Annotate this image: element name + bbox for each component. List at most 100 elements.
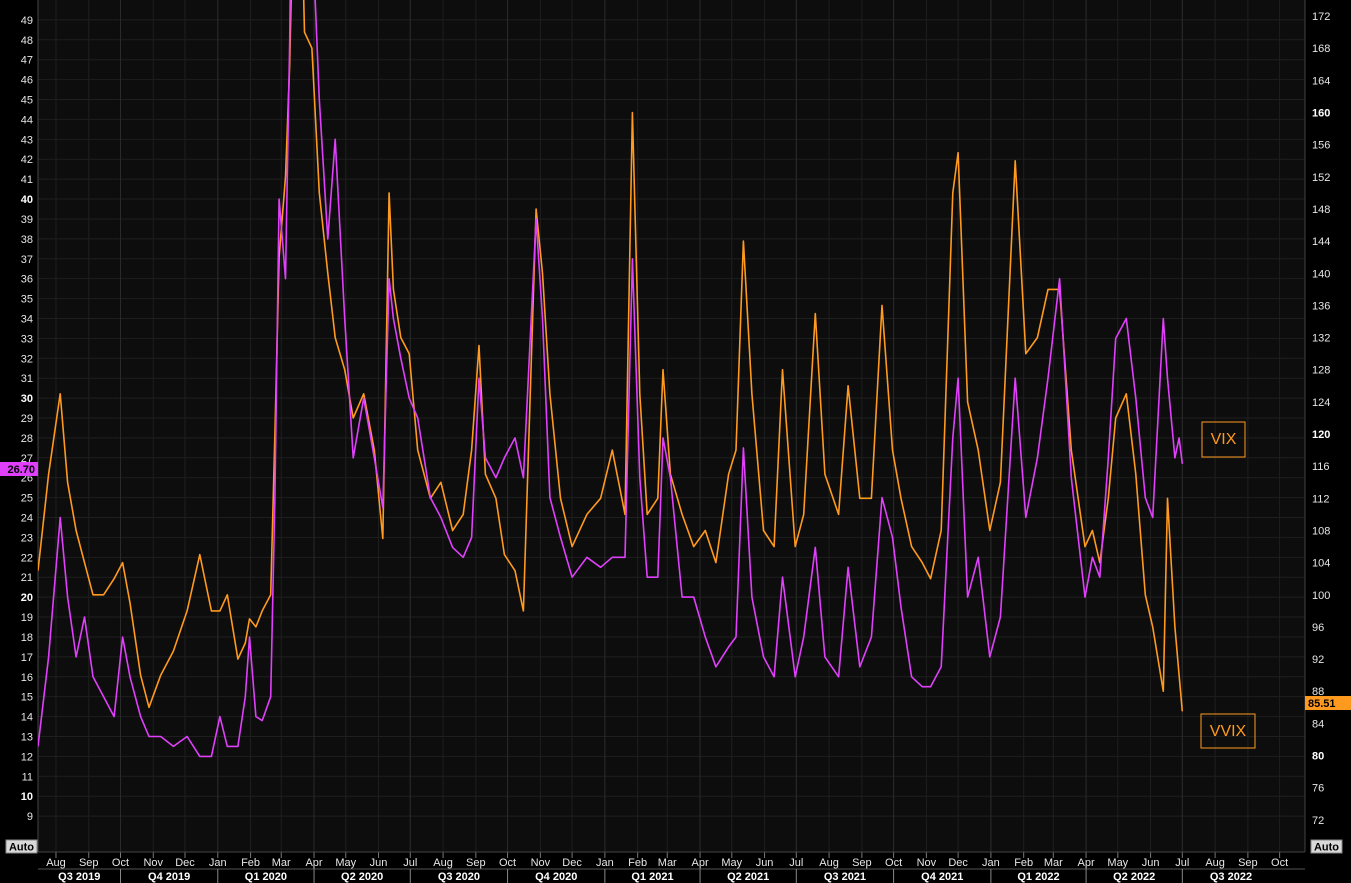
month-label: Feb: [241, 857, 260, 869]
month-label: May: [721, 857, 742, 869]
left-current-value: 26.70: [7, 464, 35, 476]
right-tick-label: 120: [1312, 429, 1330, 441]
month-label: Apr: [1078, 857, 1095, 869]
quarter-label: Q2 2021: [727, 871, 769, 883]
month-label: Jul: [1175, 857, 1189, 869]
right-current-value-badge: 85.51: [1305, 696, 1351, 710]
left-tick-label: 22: [21, 552, 33, 564]
right-current-value-bg: [1305, 696, 1351, 710]
left-current-value-bg: [0, 462, 38, 476]
left-tick-label: 43: [21, 134, 33, 146]
month-label: May: [1107, 857, 1128, 869]
left-tick-label: 49: [21, 15, 33, 27]
right-tick-label: 164: [1312, 75, 1330, 87]
left-tick-label: 29: [21, 413, 33, 425]
month-label: Nov: [143, 857, 163, 869]
right-tick-label: 96: [1312, 622, 1324, 634]
right-tick-label: 168: [1312, 43, 1330, 55]
gridlines: [38, 0, 1305, 852]
right-tick-label: 88: [1312, 686, 1324, 698]
left-tick-label: 15: [21, 692, 33, 704]
left-tick-label: 16: [21, 672, 33, 684]
quarter-label: Q1 2022: [1017, 871, 1059, 883]
left-tick-label: 19: [21, 612, 33, 624]
month-label: Feb: [628, 857, 647, 869]
left-tick-label: 33: [21, 333, 33, 345]
right-tick-label: 92: [1312, 654, 1324, 666]
left-tick-label: 40: [21, 194, 33, 206]
month-label: Dec: [175, 857, 195, 869]
left-tick-label: 30: [21, 393, 33, 405]
month-label: May: [335, 857, 356, 869]
left-auto-button-label[interactable]: Auto: [9, 842, 34, 854]
left-tick-label: 13: [21, 731, 33, 743]
right-tick-label: 100: [1312, 590, 1330, 602]
right-tick-label: 76: [1312, 783, 1324, 795]
month-label: Feb: [1014, 857, 1033, 869]
left-tick-label: 10: [21, 791, 33, 803]
left-tick-label: 20: [21, 592, 33, 604]
quarter-label: Q3 2022: [1210, 871, 1252, 883]
right-current-value: 85.51: [1308, 698, 1336, 710]
month-label: Nov: [917, 857, 937, 869]
quarter-label: Q3 2021: [824, 871, 866, 883]
month-label: Apr: [691, 857, 708, 869]
month-label: Dec: [948, 857, 968, 869]
left-tick-label: 12: [21, 751, 33, 763]
right-tick-label: 84: [1312, 718, 1324, 730]
month-label: Aug: [1205, 857, 1225, 869]
x-axis: Aug Sep Oct Nov Dec Jan Feb Mar Apr May Jun Jul Aug S…: [37, 0, 1306, 883]
month-label: Jun: [1142, 857, 1160, 869]
left-tick-label: 23: [21, 532, 33, 544]
legend-vix-box: [1201, 421, 1246, 458]
left-tick-label: 25: [21, 493, 33, 505]
month-label: Jun: [370, 857, 388, 869]
left-y-axis: 9101112131415161718192021222324252627282…: [21, 15, 33, 823]
month-label: Jan: [209, 857, 227, 869]
right-auto-button-label[interactable]: Auto: [1314, 842, 1339, 854]
left-tick-label: 21: [21, 572, 33, 584]
month-label: Oct: [112, 857, 129, 869]
right-tick-label: 104: [1312, 558, 1330, 570]
right-auto-button[interactable]: Auto: [1310, 839, 1343, 854]
left-tick-label: 14: [21, 712, 33, 724]
right-tick-label: 160: [1312, 108, 1330, 120]
left-tick-label: 34: [21, 313, 33, 325]
month-label: Mar: [272, 857, 291, 869]
left-auto-button[interactable]: Auto: [5, 839, 38, 854]
left-tick-label: 31: [21, 373, 33, 385]
quarter-label: Q4 2019: [148, 871, 190, 883]
month-label: Jul: [789, 857, 803, 869]
left-tick-label: 32: [21, 353, 33, 365]
left-tick-label: 47: [21, 55, 33, 67]
right-tick-label: 132: [1312, 333, 1330, 345]
left-tick-label: 35: [21, 294, 33, 306]
month-label: Jan: [982, 857, 1000, 869]
right-tick-label: 124: [1312, 397, 1330, 409]
right-tick-label: 108: [1312, 525, 1330, 537]
left-auto-button-bg[interactable]: [5, 839, 38, 854]
legend-vvix: VVIX: [1200, 713, 1256, 749]
left-tick-label: 46: [21, 75, 33, 87]
series-lines: [38, 0, 1184, 758]
legend-vix-label: VIX: [1211, 431, 1237, 448]
left-tick-label: 42: [21, 154, 33, 166]
legend-vix: VIX: [1201, 421, 1246, 458]
series-line-vvix: [38, 0, 1184, 712]
right-tick-label: 152: [1312, 172, 1330, 184]
right-tick-label: 116: [1312, 461, 1330, 473]
left-tick-label: 28: [21, 433, 33, 445]
month-label: Jun: [756, 857, 774, 869]
month-label: Dec: [562, 857, 582, 869]
right-auto-button-bg[interactable]: [1310, 839, 1343, 854]
month-label: Aug: [819, 857, 839, 869]
left-tick-label: 36: [21, 274, 33, 286]
quarter-label: Q3 2020: [438, 871, 480, 883]
left-tick-label: 39: [21, 214, 33, 226]
month-label: Sep: [79, 857, 99, 869]
right-tick-label: 140: [1312, 268, 1330, 280]
right-y-axis: 72 76 80 84 88 92 96 100 104 108 112 116 120 124 128 13…: [1312, 11, 1330, 827]
month-label: Sep: [852, 857, 872, 869]
month-label: Sep: [466, 857, 486, 869]
